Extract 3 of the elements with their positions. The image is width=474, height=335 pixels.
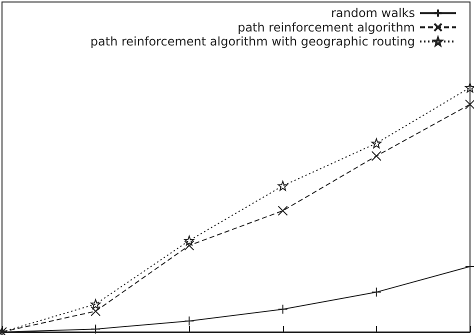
legend-label: path reinforcement algorithm [238, 20, 415, 34]
legend-label: random walks [330, 6, 415, 20]
legend-label: path reinforcement algorithm with geographic routing [90, 34, 415, 48]
